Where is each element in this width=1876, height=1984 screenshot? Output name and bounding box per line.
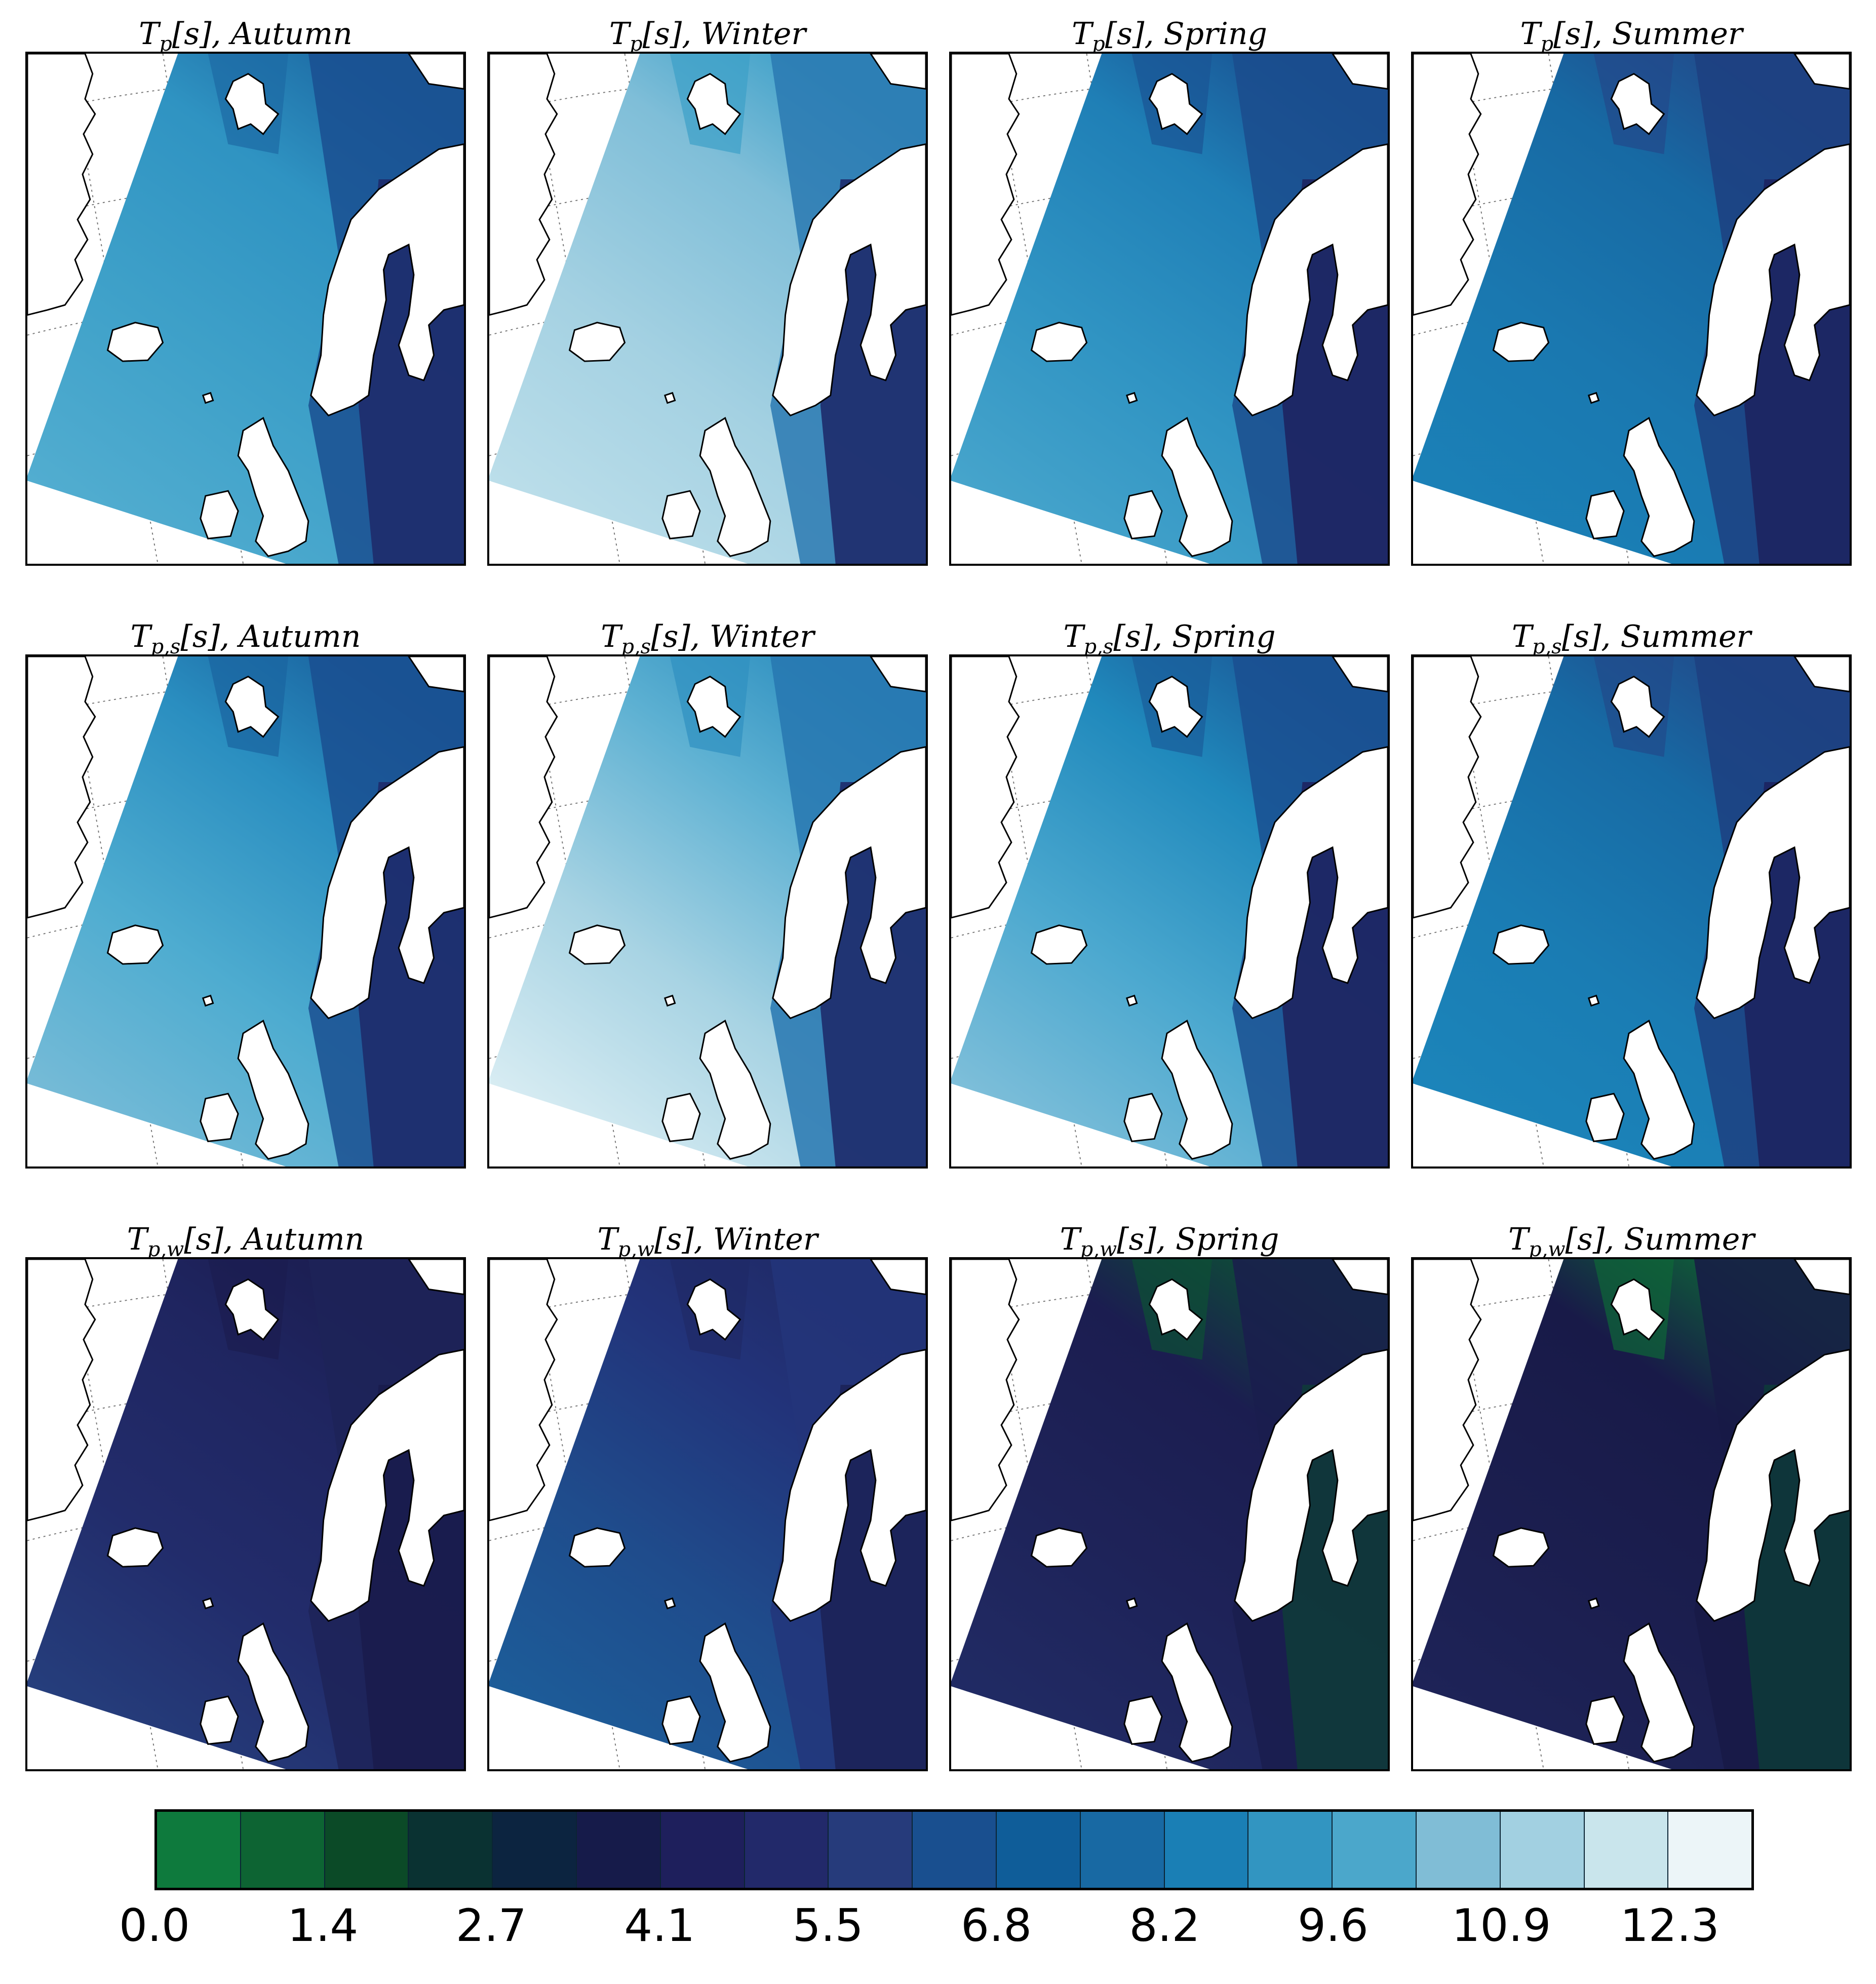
land	[489, 54, 926, 557]
map-panel	[1411, 1257, 1852, 1771]
colorbar-tick-label: 6.8	[961, 1899, 1032, 1952]
panel-title: Tp,s[s], Summer	[1511, 619, 1751, 658]
map-svg	[951, 656, 1388, 1166]
colorbar-segment	[1164, 1812, 1249, 1888]
map-svg	[1413, 656, 1850, 1166]
land	[951, 656, 1388, 1160]
colorbar-segment	[1080, 1812, 1165, 1888]
wave-period-field	[489, 54, 926, 564]
map-panel	[25, 1257, 466, 1771]
map-svg	[489, 1259, 926, 1769]
colorbar-segment	[576, 1812, 661, 1888]
map-svg	[27, 1259, 464, 1769]
colorbar-tick-label: 10.9	[1452, 1899, 1551, 1952]
wave-period-field	[27, 1259, 464, 1769]
colorbar-segment	[409, 1812, 493, 1888]
map-panel	[949, 654, 1390, 1169]
colorbar-segment	[1248, 1812, 1333, 1888]
colorbar-segment	[157, 1812, 241, 1888]
colorbar-tick-label: 4.1	[624, 1899, 695, 1952]
map-panel	[25, 654, 466, 1169]
wave-period-field	[489, 1259, 926, 1769]
map-panel	[949, 1257, 1390, 1771]
colorbar-segment	[913, 1812, 997, 1888]
map-panel	[487, 1257, 928, 1771]
panel-title: Tp,w[s], Autumn	[127, 1222, 365, 1261]
map-panel	[25, 52, 466, 566]
map-panel	[487, 52, 928, 566]
land	[1413, 54, 1850, 557]
wave-period-field	[951, 1259, 1388, 1769]
panel-title: Tp[s], Autumn	[139, 16, 353, 56]
panel-title: Tp[s], Spring	[1072, 16, 1267, 56]
map-svg	[27, 656, 464, 1166]
colorbar-segment	[660, 1812, 745, 1888]
land	[27, 1259, 464, 1763]
land	[489, 1259, 926, 1763]
colorbar	[154, 1809, 1754, 1890]
panel-title: Tp,w[s], Summer	[1508, 1222, 1755, 1261]
colorbar-segment	[325, 1812, 409, 1888]
panel-title: Tp[s], Winter	[609, 16, 806, 56]
wave-period-field	[951, 656, 1388, 1166]
wave-period-field	[27, 54, 464, 564]
map-panel	[1411, 52, 1852, 566]
map-svg	[489, 656, 926, 1166]
map-svg	[1413, 54, 1850, 564]
wave-period-field	[489, 656, 926, 1166]
colorbar-tick-label: 0.0	[119, 1899, 190, 1952]
colorbar-segment	[1333, 1812, 1417, 1888]
land	[951, 54, 1388, 557]
wave-period-field	[1413, 656, 1850, 1166]
colorbar-tick-label: 2.7	[455, 1899, 527, 1952]
colorbar-tick-label: 9.6	[1297, 1899, 1369, 1952]
colorbar-segment	[1584, 1812, 1669, 1888]
colorbar-segment	[1416, 1812, 1501, 1888]
map-panel	[1411, 654, 1852, 1169]
land	[951, 1259, 1388, 1763]
map-svg	[1413, 1259, 1850, 1769]
land	[1413, 656, 1850, 1160]
land	[27, 656, 464, 1160]
wave-period-field	[27, 656, 464, 1166]
map-svg	[951, 54, 1388, 564]
wave-period-field	[1413, 1259, 1850, 1769]
colorbar-segment	[996, 1812, 1081, 1888]
colorbar-tick-label: 12.3	[1620, 1899, 1719, 1952]
colorbar-segment	[241, 1812, 325, 1888]
colorbar-segment	[1500, 1812, 1585, 1888]
colorbar-tick-label: 5.5	[792, 1899, 864, 1952]
colorbar-segment	[745, 1812, 829, 1888]
colorbar-tick-label: 8.2	[1129, 1899, 1200, 1952]
colorbar-segment	[493, 1812, 577, 1888]
panel-title: Tp[s], Summer	[1520, 16, 1743, 56]
land	[1413, 1259, 1850, 1763]
map-panel	[487, 654, 928, 1169]
colorbar-tick-labels: 0.0 1.4 2.7 4.1 5.5 6.8 8.2 9.6 10.9 12.3	[119, 1899, 1754, 1955]
map-svg	[951, 1259, 1388, 1769]
wave-period-field	[1413, 54, 1850, 564]
map-svg	[489, 54, 926, 564]
land	[27, 54, 464, 557]
map-panel	[949, 52, 1390, 566]
colorbar-tick-label: 1.4	[287, 1899, 359, 1952]
map-svg	[27, 54, 464, 564]
wave-period-field	[951, 54, 1388, 564]
colorbar-segment	[1668, 1812, 1752, 1888]
land	[489, 656, 926, 1160]
colorbar-segment	[829, 1812, 913, 1888]
